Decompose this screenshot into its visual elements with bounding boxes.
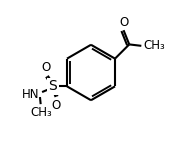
Text: O: O (42, 61, 51, 74)
Text: HN: HN (22, 88, 39, 101)
Text: CH₃: CH₃ (143, 39, 165, 52)
Text: O: O (119, 17, 128, 29)
Text: S: S (48, 79, 57, 93)
Text: O: O (51, 99, 60, 112)
Text: CH₃: CH₃ (31, 106, 52, 119)
